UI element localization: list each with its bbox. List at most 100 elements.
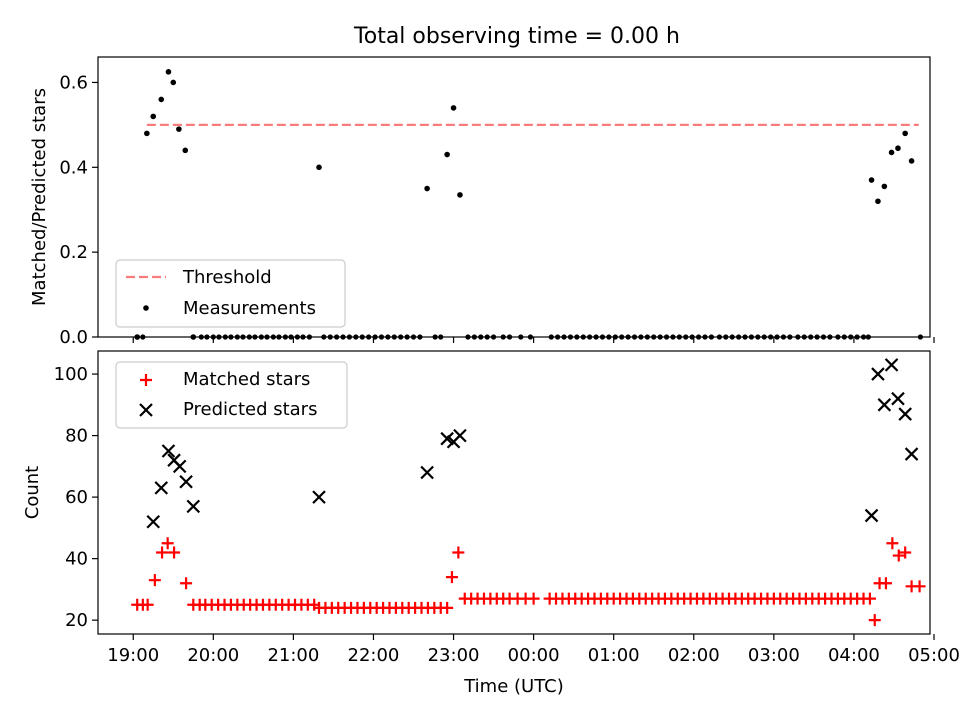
zero-measurement-point xyxy=(689,334,695,340)
zero-measurement-point xyxy=(372,334,378,340)
predicted-star-marker xyxy=(420,465,434,480)
matched-star-marker xyxy=(445,571,458,584)
matched-star-marker xyxy=(180,577,193,590)
zero-measurement-point xyxy=(391,334,397,340)
measurement-point xyxy=(176,126,182,132)
zero-measurement-point xyxy=(471,334,477,340)
matched-star-marker xyxy=(899,546,912,559)
zero-measurement-point xyxy=(580,334,586,340)
zero-measurement-point xyxy=(723,334,729,340)
zero-measurement-point xyxy=(612,334,618,340)
x-tick-label: 05:00 xyxy=(908,645,960,666)
zero-measurement-point xyxy=(638,334,644,340)
zero-measurement-point xyxy=(216,334,222,340)
y-tick-label: 0.4 xyxy=(59,157,88,178)
matched-star-marker xyxy=(886,537,899,550)
top-panel: 0.0 0.2 0.4 0.6 Matched/Predicted stars Thres… xyxy=(29,56,935,348)
zero-measurement-point xyxy=(385,334,391,340)
zero-measurement-point xyxy=(599,334,606,340)
zero-measurement-point xyxy=(567,334,574,340)
zero-measurement-point xyxy=(587,334,593,340)
zero-measurement-point xyxy=(346,334,353,340)
zero-measurement-point xyxy=(252,334,258,340)
legend-measurements-swatch xyxy=(143,305,149,311)
zero-measurement-point xyxy=(631,334,638,340)
zero-measurement-point xyxy=(561,334,567,340)
matched-star-marker xyxy=(161,537,174,550)
zero-measurement-point xyxy=(404,334,410,340)
zero-measurement-point xyxy=(848,334,854,340)
predicted-star-marker xyxy=(146,514,161,529)
zero-measurement-point xyxy=(478,334,484,340)
measurement-point xyxy=(158,96,165,103)
measurement-point xyxy=(170,79,177,86)
x-tick-label: 22:00 xyxy=(348,645,400,666)
zero-measurement-point xyxy=(548,334,554,340)
y-tick-label: 40 xyxy=(65,549,88,570)
zero-measurement-point xyxy=(246,334,252,340)
measurement-point xyxy=(150,113,157,120)
x-tick-label: 01:00 xyxy=(588,645,640,666)
measurement-point xyxy=(450,105,457,111)
measurement-point xyxy=(144,130,150,137)
zero-measurement-point xyxy=(593,334,599,340)
y-tick-label: 100 xyxy=(54,364,88,385)
zero-measurement-point xyxy=(270,334,276,340)
zero-measurement-point xyxy=(288,334,294,340)
measurement-point xyxy=(868,177,875,183)
predicted-star-marker xyxy=(453,428,467,443)
predicted-star-marker xyxy=(891,391,905,406)
measurement-point xyxy=(875,198,881,205)
zero-measurement-point xyxy=(222,334,228,340)
zero-measurement-point xyxy=(432,334,438,340)
y-axis-label: Matched/Predicted stars xyxy=(29,88,50,306)
zero-measurement-point xyxy=(484,334,490,340)
figure-title: Total observing time = 0.00 h xyxy=(353,24,680,49)
zero-measurement-point xyxy=(695,334,702,340)
zero-measurement-point xyxy=(518,334,524,340)
zero-measurement-point xyxy=(644,334,650,340)
matched-star-marker xyxy=(868,614,881,627)
legend: Threshold Measurements xyxy=(115,259,346,328)
zero-measurement-point xyxy=(527,334,534,340)
zero-measurement-point xyxy=(835,334,841,340)
x-tick-label: 23:00 xyxy=(428,645,480,666)
predicted-star-marker xyxy=(871,367,885,381)
zero-measurement-point xyxy=(657,334,663,340)
zero-measurement-point xyxy=(780,334,787,340)
zero-measurement-point xyxy=(619,334,625,340)
measurement-point xyxy=(881,183,888,190)
bottom-panel: 20 40 60 80 100 19:00 20:00 21:00 22:00 23:00 00:0… xyxy=(22,350,960,697)
predicted-star-marker xyxy=(154,481,169,495)
zero-measurement-point xyxy=(761,334,767,340)
predicted-star-marker xyxy=(877,398,892,412)
matched-star-marker xyxy=(441,601,454,614)
zero-measurement-point xyxy=(716,334,722,340)
legend-measurements-label: Measurements xyxy=(183,298,316,319)
matched-star-marker xyxy=(879,577,892,590)
y-tick-label: 0.0 xyxy=(59,327,88,348)
predicted-star-marker xyxy=(186,499,201,514)
y-tick-label: 80 xyxy=(65,426,88,447)
matched-star-marker xyxy=(141,598,154,611)
predicted-star-marker xyxy=(898,407,912,421)
zero-measurement-point xyxy=(676,334,682,340)
zero-measurement-point xyxy=(854,334,860,340)
matched-star-marker xyxy=(168,546,181,559)
plot-area xyxy=(134,69,923,340)
measurement-point xyxy=(908,158,915,164)
zero-measurement-point xyxy=(240,334,246,340)
zero-measurement-point xyxy=(755,334,761,340)
axes-frame xyxy=(97,350,931,635)
zero-measurement-point xyxy=(808,334,814,340)
zero-measurement-point xyxy=(574,334,580,340)
predicted-star-marker xyxy=(884,358,899,372)
x-tick-label: 04:00 xyxy=(828,645,880,666)
predicted-star-marker xyxy=(161,444,176,458)
matched-star-marker xyxy=(452,546,465,559)
matched-star-marker xyxy=(913,580,926,593)
predicted-star-marker xyxy=(172,459,187,474)
zero-measurement-point xyxy=(398,334,404,340)
predicted-star-marker xyxy=(312,490,326,504)
